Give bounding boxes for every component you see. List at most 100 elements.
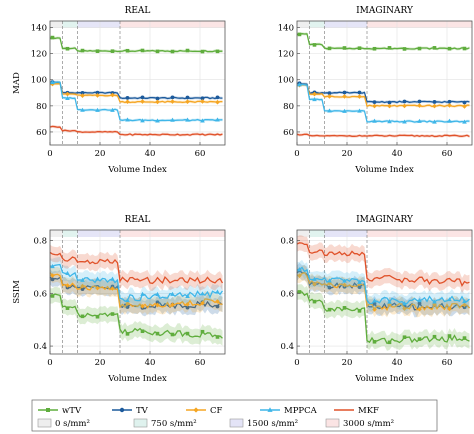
legend-marker-wtv bbox=[46, 408, 50, 412]
series-point-cf bbox=[215, 299, 220, 304]
series-point-tv bbox=[155, 96, 160, 101]
series-point-mppca bbox=[95, 276, 100, 281]
band-3000 bbox=[367, 230, 472, 237]
legend-label-cf: CF bbox=[210, 406, 223, 416]
series-point-cf bbox=[312, 282, 317, 287]
series-point-mppca bbox=[170, 291, 175, 296]
x-tick-label: 0 bbox=[294, 358, 299, 368]
band-3000 bbox=[120, 21, 225, 28]
y-tick-label: 0.8 bbox=[280, 237, 294, 247]
series-point-mppca bbox=[417, 298, 422, 303]
x-tick-label: 60 bbox=[442, 149, 453, 159]
series-point-wtv bbox=[140, 329, 145, 334]
series-point-wtv bbox=[80, 314, 85, 319]
series-point-wtv bbox=[170, 49, 175, 54]
series-point-mppca bbox=[155, 118, 160, 123]
y-tick-label: 0.8 bbox=[33, 237, 47, 247]
series-point-tv bbox=[50, 277, 55, 282]
series-point-mppca bbox=[140, 291, 145, 296]
y-tick-label: 0.4 bbox=[280, 342, 294, 352]
series-point-wtv bbox=[80, 48, 85, 53]
x-tick-label: 40 bbox=[145, 149, 156, 159]
series-point-wtv bbox=[372, 46, 377, 51]
ci-band-mkf bbox=[297, 235, 470, 294]
series-point-mppca bbox=[387, 119, 392, 124]
series-point-wtv bbox=[65, 306, 70, 310]
ci-band-mppca bbox=[50, 257, 223, 309]
x-tick-label: 0 bbox=[47, 358, 52, 368]
series-point-cf bbox=[342, 94, 347, 99]
y-tick-label: 0.4 bbox=[33, 342, 47, 352]
series-point-mppca bbox=[155, 291, 160, 296]
series-point-cf bbox=[417, 306, 422, 312]
plot-frame bbox=[296, 229, 473, 355]
band-0 bbox=[297, 21, 310, 28]
legend-swatch-band_750 bbox=[133, 418, 148, 428]
x-axis-label: Volume Index bbox=[107, 165, 167, 175]
x-tick-label: 0 bbox=[294, 149, 299, 159]
series-point-mppca bbox=[125, 298, 130, 303]
series-line-wtv bbox=[296, 291, 470, 345]
legend-marker-mppca bbox=[267, 407, 273, 412]
ci-band-mppca bbox=[297, 259, 470, 312]
series-point-mppca bbox=[80, 277, 85, 282]
series-point-tv bbox=[155, 300, 160, 305]
series-point-wtv bbox=[387, 46, 392, 50]
series-point-mppca bbox=[65, 270, 70, 275]
series-point-tv bbox=[170, 95, 175, 100]
series-point-cf bbox=[80, 283, 85, 289]
series-point-tv bbox=[402, 99, 407, 104]
series-point-wtv bbox=[110, 312, 115, 316]
series-point-tv bbox=[387, 100, 392, 105]
series-line-wtv bbox=[49, 36, 223, 53]
series-point-mppca bbox=[387, 299, 392, 304]
series-point-tv bbox=[80, 90, 85, 95]
series-point-mppca bbox=[170, 117, 175, 122]
series-point-mppca bbox=[447, 118, 452, 123]
series-point-mppca bbox=[185, 293, 190, 298]
plot-frame bbox=[49, 20, 226, 146]
y-tick-label: 140 bbox=[31, 24, 47, 34]
series-point-tv bbox=[125, 305, 130, 309]
series-point-cf bbox=[342, 282, 347, 288]
series-point-mppca bbox=[312, 96, 317, 102]
y-tick-label: 100 bbox=[278, 76, 294, 86]
series-point-cf bbox=[155, 99, 160, 105]
series-point-mppca bbox=[297, 267, 302, 272]
x-tick-label: 60 bbox=[442, 358, 453, 368]
series-point-mppca bbox=[402, 119, 407, 124]
series-point-mppca bbox=[342, 278, 347, 283]
series-point-mppca bbox=[80, 107, 85, 112]
legend-label-mkf: MKF bbox=[358, 406, 379, 416]
series-point-cf bbox=[200, 300, 205, 306]
series-point-cf bbox=[140, 99, 145, 104]
series-point-wtv bbox=[432, 334, 437, 339]
y-tick-label: 80 bbox=[283, 102, 294, 112]
legend-marker-cf bbox=[193, 407, 199, 413]
x-axis-label: Volume Index bbox=[107, 374, 167, 384]
ci-band-tv bbox=[50, 80, 223, 100]
series-line-cf bbox=[49, 82, 223, 104]
x-axis-label: Volume Index bbox=[354, 374, 414, 384]
series-point-wtv bbox=[402, 47, 407, 51]
y-tick-label: 0.6 bbox=[33, 289, 47, 299]
series-point-wtv bbox=[417, 337, 422, 341]
series-point-mppca bbox=[185, 117, 190, 122]
chart-title: IMAGINARY bbox=[356, 215, 414, 225]
series-point-cf bbox=[185, 99, 190, 105]
series-point-wtv bbox=[447, 46, 452, 51]
y-tick-label: 120 bbox=[278, 50, 294, 60]
series-point-wtv bbox=[342, 46, 347, 50]
x-axis-label: Volume Index bbox=[354, 165, 414, 175]
band-0 bbox=[50, 230, 63, 237]
series-point-wtv bbox=[312, 299, 317, 304]
series-point-cf bbox=[125, 301, 130, 306]
chart-panel-3: 0 20 40 60 0.4 0.6 0.8 REAL Volume Index SSIM bbox=[12, 215, 226, 384]
series-point-wtv bbox=[185, 48, 190, 53]
series-line-cf bbox=[49, 272, 223, 309]
series-point-wtv bbox=[297, 32, 302, 37]
series-point-mppca bbox=[297, 82, 302, 87]
x-tick-label: 40 bbox=[392, 358, 403, 368]
legend-band-label: 0 s/mm² bbox=[55, 419, 90, 429]
